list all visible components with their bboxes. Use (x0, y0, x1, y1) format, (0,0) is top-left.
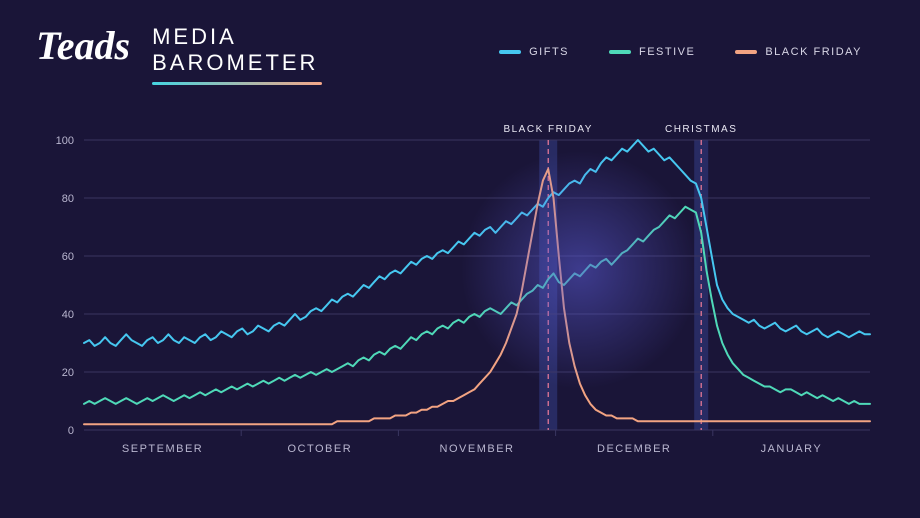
svg-text:100: 100 (56, 135, 74, 147)
title-underline (152, 82, 322, 85)
svg-text:OCTOBER: OCTOBER (287, 443, 352, 455)
chart-svg: 0 20 40 60 80 100 SEPTEMBER OCTOBER NOVEMBER DECE… (50, 130, 880, 460)
legend-label: GIFTS (529, 46, 569, 58)
svg-text:DECEMBER: DECEMBER (597, 443, 671, 455)
svg-text:JANUARY: JANUARY (761, 443, 823, 455)
svg-text:80: 80 (62, 193, 74, 205)
legend-label: BLACK FRIDAY (765, 46, 862, 58)
svg-text:NOVEMBER: NOVEMBER (440, 443, 515, 455)
title-line-1: MEDIA (152, 24, 322, 50)
legend-item-gifts: GIFTS (499, 46, 569, 58)
brand-logo: Teads (36, 26, 130, 66)
header: Teads MEDIA BAROMETER (36, 24, 322, 85)
svg-text:60: 60 (62, 251, 74, 263)
title-block: MEDIA BAROMETER (152, 24, 322, 85)
event-label-christmas: CHRISTMAS (665, 124, 737, 135)
legend-swatch (735, 50, 757, 54)
title-line-2: BAROMETER (152, 50, 322, 76)
svg-text:40: 40 (62, 309, 74, 321)
legend-swatch (499, 50, 521, 54)
chart: BLACK FRIDAY CHRISTMAS 020406080100SEPTE… (50, 130, 880, 460)
svg-text:20: 20 (62, 367, 74, 379)
svg-text:SEPTEMBER: SEPTEMBER (122, 443, 203, 455)
legend: GIFTS FESTIVE BLACK FRIDAY (499, 46, 862, 58)
legend-label: FESTIVE (639, 46, 695, 58)
svg-text:0: 0 (68, 425, 74, 437)
legend-item-festive: FESTIVE (609, 46, 695, 58)
event-label-black-friday: BLACK FRIDAY (503, 124, 593, 135)
legend-item-blackfriday: BLACK FRIDAY (735, 46, 862, 58)
legend-swatch (609, 50, 631, 54)
